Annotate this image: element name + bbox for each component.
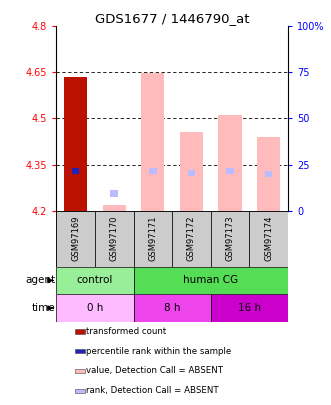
Bar xyxy=(75,369,85,373)
Text: GSM97169: GSM97169 xyxy=(71,216,80,261)
Text: percentile rank within the sample: percentile rank within the sample xyxy=(86,347,231,356)
Bar xyxy=(56,211,95,266)
Bar xyxy=(64,77,87,211)
Bar xyxy=(211,294,288,322)
Text: human CG: human CG xyxy=(183,275,238,286)
Bar xyxy=(211,211,249,266)
Text: agent: agent xyxy=(25,275,56,286)
Title: GDS1677 / 1446790_at: GDS1677 / 1446790_at xyxy=(95,12,249,25)
Text: GSM97172: GSM97172 xyxy=(187,216,196,261)
Bar xyxy=(180,132,203,211)
Bar xyxy=(75,388,85,393)
Text: GSM97171: GSM97171 xyxy=(148,216,157,261)
Bar xyxy=(56,294,133,322)
Text: value, Detection Call = ABSENT: value, Detection Call = ABSENT xyxy=(86,367,223,375)
Bar xyxy=(257,137,280,211)
Bar xyxy=(133,211,172,266)
Bar xyxy=(133,266,288,294)
Text: GSM97174: GSM97174 xyxy=(264,216,273,261)
Bar xyxy=(75,349,85,353)
Bar xyxy=(56,266,133,294)
Text: time: time xyxy=(32,303,56,313)
Bar xyxy=(218,115,242,211)
Bar xyxy=(265,171,272,177)
Text: control: control xyxy=(77,275,113,286)
Text: transformed count: transformed count xyxy=(86,327,166,336)
Bar xyxy=(72,168,79,175)
Bar xyxy=(103,205,126,211)
Bar xyxy=(172,211,211,266)
Text: 0 h: 0 h xyxy=(87,303,103,313)
Bar xyxy=(111,190,118,197)
Bar xyxy=(75,329,85,334)
Text: rank, Detection Call = ABSENT: rank, Detection Call = ABSENT xyxy=(86,386,219,395)
Bar xyxy=(141,73,165,211)
Text: 16 h: 16 h xyxy=(238,303,261,313)
Bar xyxy=(249,211,288,266)
Bar xyxy=(226,168,234,175)
Text: 8 h: 8 h xyxy=(164,303,180,313)
Bar xyxy=(133,294,211,322)
Bar xyxy=(149,168,157,175)
Bar xyxy=(188,170,195,176)
Bar xyxy=(95,211,133,266)
Text: GSM97170: GSM97170 xyxy=(110,216,119,261)
Text: GSM97173: GSM97173 xyxy=(225,216,235,262)
